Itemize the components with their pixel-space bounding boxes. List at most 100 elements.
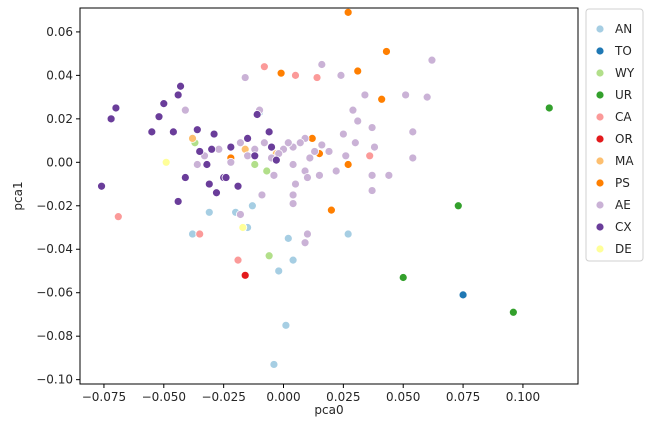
y-tick-label: 0.02 — [46, 112, 73, 126]
data-point-an — [281, 320, 291, 330]
y-tick-label: −0.02 — [36, 199, 73, 213]
data-point-ae — [367, 170, 377, 180]
data-point-cx — [243, 134, 252, 143]
data-point-ae — [288, 190, 298, 200]
data-point-de — [161, 157, 171, 167]
x-tick-label: 0.000 — [266, 390, 300, 404]
data-point-ps — [326, 205, 336, 215]
legend-label-ps: PS — [615, 176, 630, 190]
data-point-ae — [240, 73, 250, 82]
legend-label-wy: WY — [615, 66, 635, 80]
legend-marker-cx — [595, 222, 605, 232]
data-point-ur — [453, 201, 463, 211]
data-point-cx — [209, 129, 219, 139]
data-point-to — [458, 290, 468, 300]
data-point-ae — [300, 238, 310, 248]
data-point-ae — [283, 138, 293, 148]
data-point-ps — [353, 66, 363, 76]
data-point-ae — [303, 229, 312, 239]
data-point-ae — [315, 170, 324, 180]
data-point-ps — [343, 160, 353, 169]
data-point-cx — [173, 90, 183, 100]
data-point-an — [269, 360, 279, 369]
data-point-ae — [288, 160, 298, 169]
data-point-ae — [288, 199, 298, 209]
legend-label-ae: AE — [615, 198, 631, 212]
y-tick-label: −0.08 — [36, 329, 73, 343]
data-point-ae — [367, 186, 377, 195]
x-tick-label: 0.025 — [326, 390, 360, 404]
data-point-ps — [382, 47, 391, 56]
data-point-ae — [236, 138, 245, 148]
data-point-ae — [353, 116, 363, 126]
x-tick-label: −0.075 — [82, 390, 126, 404]
data-point-ae — [341, 151, 351, 161]
data-point-ae — [350, 138, 360, 148]
y-tick-label: −0.04 — [36, 242, 73, 256]
data-point-ae — [331, 166, 341, 176]
legend-label-ma: MA — [615, 154, 634, 168]
x-tick-label: −0.050 — [142, 390, 186, 404]
legend-marker-an — [595, 24, 605, 34]
legend: AN TO WY UR CA OR MA PS AE CX DE — [585, 8, 644, 262]
data-point-ae — [269, 170, 279, 180]
data-point-ca — [312, 73, 322, 82]
data-point-ae — [303, 173, 312, 182]
data-point-ae — [192, 160, 202, 169]
data-point-wy — [262, 166, 272, 176]
legend-label-ur: UR — [615, 88, 632, 102]
legend-marker-to — [595, 46, 605, 56]
data-point-ca — [365, 151, 375, 161]
data-point-ae — [401, 90, 411, 100]
data-point-ae — [384, 170, 394, 180]
data-point-ae — [408, 127, 418, 137]
data-point-ae — [336, 70, 346, 80]
data-points — [97, 7, 554, 369]
y-tick-label: −0.10 — [36, 373, 73, 387]
data-point-cx — [264, 127, 274, 137]
legend-marker-de — [595, 244, 605, 254]
data-point-ae — [367, 123, 377, 132]
axes: −0.075 −0.050 −0.025 0.000 0.025 0.050 0.075 0.… — [36, 25, 540, 404]
data-point-ae — [305, 153, 315, 163]
data-point-an — [204, 207, 214, 217]
data-point-ca — [291, 70, 300, 80]
data-point-ae — [338, 129, 348, 139]
legend-marker-ca — [595, 112, 605, 122]
data-point-ae — [422, 92, 432, 102]
data-point-ae — [310, 147, 320, 156]
legend-label-cx: CX — [615, 220, 632, 234]
data-point-cx — [154, 112, 164, 122]
legend-marker-ae — [595, 200, 605, 210]
data-point-cx — [267, 142, 276, 152]
data-point-an — [288, 255, 298, 265]
data-point-an — [274, 266, 284, 276]
data-point-de — [238, 223, 248, 232]
data-point-ae — [295, 138, 305, 148]
data-point-ur — [544, 103, 554, 113]
legend-label-ca: CA — [615, 110, 632, 124]
data-point-or — [240, 270, 250, 280]
data-point-an — [247, 201, 257, 211]
x-tick-label: 0.050 — [386, 390, 420, 404]
x-tick-label: 0.100 — [506, 390, 540, 404]
legend-label-or: OR — [615, 132, 633, 146]
data-point-ca — [259, 62, 269, 72]
data-point-ae — [370, 142, 379, 152]
data-point-cx — [159, 99, 169, 109]
data-point-ae — [259, 138, 269, 148]
data-point-an — [343, 229, 353, 239]
data-point-cx — [252, 110, 262, 119]
data-point-ae — [427, 55, 437, 65]
data-point-cx — [168, 127, 178, 137]
data-point-wy — [250, 160, 260, 169]
data-point-cx — [195, 147, 205, 156]
x-tick-label: −0.025 — [201, 390, 245, 404]
legend-marker-ma — [595, 156, 605, 166]
data-point-ae — [360, 90, 370, 100]
data-point-an — [283, 233, 293, 243]
data-point-cx — [97, 181, 106, 191]
data-point-ur — [508, 307, 518, 317]
data-point-ae — [180, 105, 190, 115]
